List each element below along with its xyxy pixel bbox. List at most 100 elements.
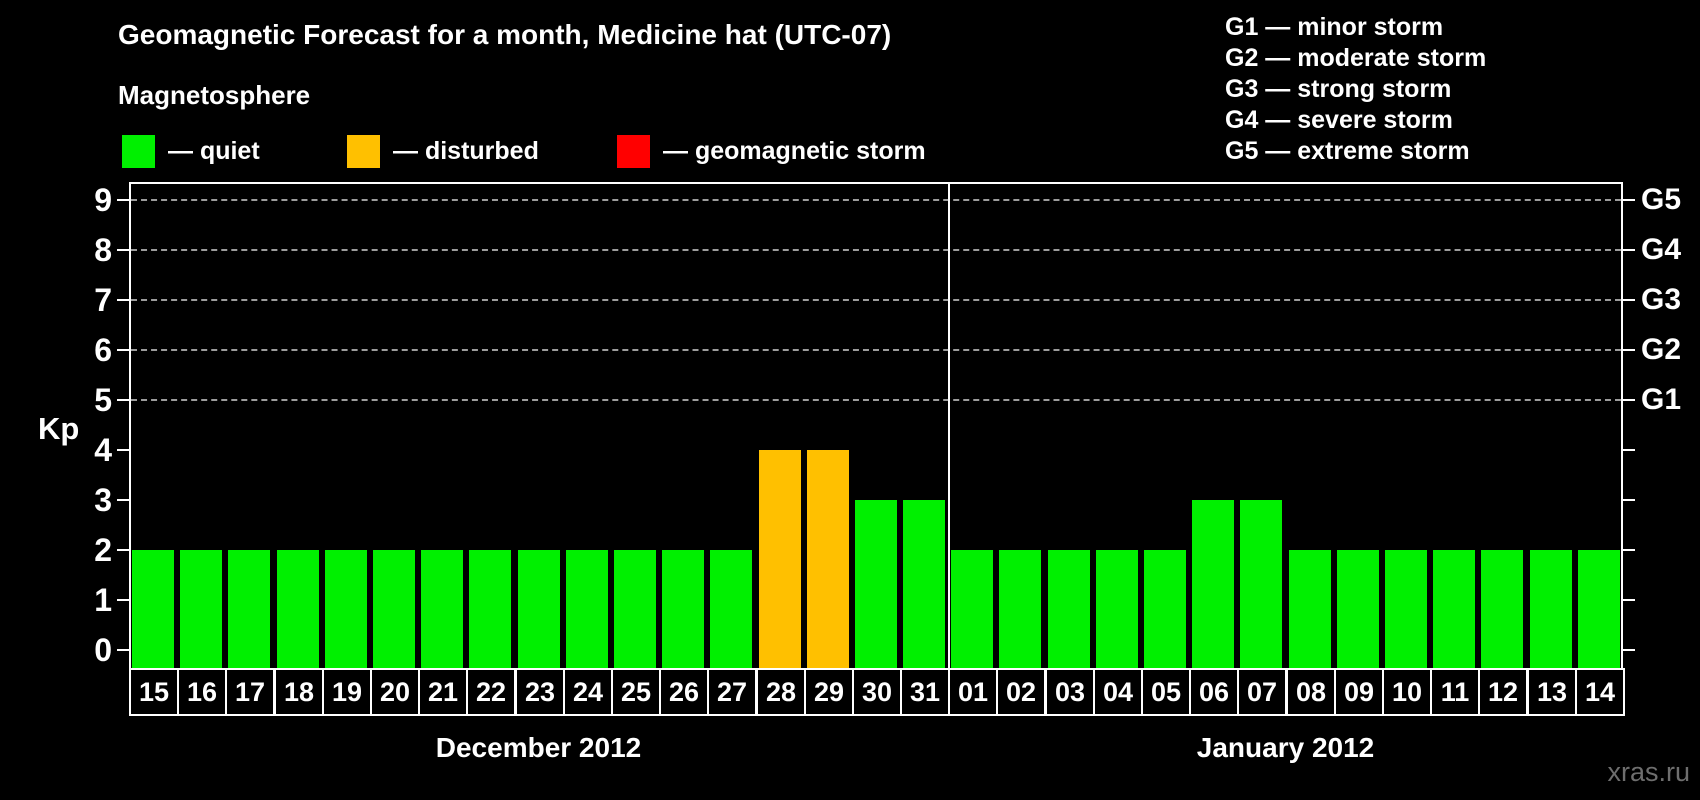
g-level-label-g2: G2 bbox=[1641, 333, 1682, 366]
y-tick-label-1: 1 bbox=[94, 582, 112, 618]
day-cell-26-m0: 26 bbox=[659, 668, 709, 716]
bar-day-04-m1 bbox=[1096, 550, 1138, 668]
storm-scale-line-g1: G1 — minor storm bbox=[1225, 13, 1444, 41]
bar-day-18-m0 bbox=[277, 550, 319, 668]
day-cell-19-m0: 19 bbox=[322, 668, 372, 716]
gridline-kp6 bbox=[131, 349, 1621, 351]
right-axis-tick-8 bbox=[1623, 249, 1635, 251]
bar-day-22-m0 bbox=[469, 550, 511, 668]
storm-scale-line-g3: G3 — strong storm bbox=[1225, 75, 1452, 103]
month-label-0: December 2012 bbox=[435, 732, 642, 763]
y-tick-8 bbox=[117, 249, 129, 251]
day-cell-10-m1: 10 bbox=[1382, 668, 1432, 716]
right-axis-tick-3 bbox=[1623, 499, 1635, 501]
plot-area bbox=[129, 182, 1623, 668]
y-tick-9 bbox=[117, 199, 129, 201]
y-tick-7 bbox=[117, 299, 129, 301]
y-tick-1 bbox=[117, 599, 129, 601]
day-cell-07-m1: 07 bbox=[1237, 668, 1287, 716]
chart-title: Geomagnetic Forecast for a month, Medici… bbox=[118, 19, 892, 50]
bar-day-16-m0 bbox=[180, 550, 222, 668]
right-axis-tick-5 bbox=[1623, 399, 1635, 401]
storm-scale-line-g2: G2 — moderate storm bbox=[1225, 44, 1487, 72]
y-tick-label-8: 8 bbox=[94, 232, 112, 268]
day-cell-11-m1: 11 bbox=[1430, 668, 1480, 716]
month-separator bbox=[948, 184, 950, 668]
bar-day-21-m0 bbox=[421, 550, 463, 668]
bar-day-12-m1 bbox=[1481, 550, 1523, 668]
legend-swatch-quiet-icon bbox=[122, 135, 155, 168]
right-axis-tick-6 bbox=[1623, 349, 1635, 351]
gridline-kp5 bbox=[131, 399, 1621, 401]
bar-day-06-m1 bbox=[1192, 500, 1234, 668]
y-tick-label-7: 7 bbox=[94, 282, 112, 318]
bar-day-11-m1 bbox=[1433, 550, 1475, 668]
right-axis-tick-1 bbox=[1623, 599, 1635, 601]
day-cell-04-m1: 04 bbox=[1093, 668, 1143, 716]
y-tick-label-9: 9 bbox=[94, 182, 112, 218]
bar-day-08-m1 bbox=[1289, 550, 1331, 668]
y-tick-0 bbox=[117, 649, 129, 651]
gridline-kp8 bbox=[131, 249, 1621, 251]
bar-day-07-m1 bbox=[1240, 500, 1282, 668]
day-cell-27-m0: 27 bbox=[707, 668, 757, 716]
y-axis-label: Kp bbox=[38, 411, 80, 446]
day-cell-01-m1: 01 bbox=[948, 668, 998, 716]
month-label-1: January 2012 bbox=[1196, 732, 1375, 763]
y-tick-4 bbox=[117, 449, 129, 451]
y-tick-label-2: 2 bbox=[94, 532, 112, 568]
day-cell-21-m0: 21 bbox=[418, 668, 468, 716]
bar-day-27-m0 bbox=[710, 550, 752, 668]
day-cell-25-m0: 25 bbox=[611, 668, 661, 716]
legend-label-quiet: — quiet bbox=[168, 137, 260, 165]
bar-day-26-m0 bbox=[662, 550, 704, 668]
right-axis-tick-0 bbox=[1623, 649, 1635, 651]
day-cell-28-m0: 28 bbox=[756, 668, 806, 716]
day-cell-15-m0: 15 bbox=[129, 668, 179, 716]
day-cell-09-m1: 09 bbox=[1334, 668, 1384, 716]
storm-scale-line-g4: G4 — severe storm bbox=[1225, 106, 1453, 134]
day-cell-03-m1: 03 bbox=[1045, 668, 1095, 716]
day-cell-22-m0: 22 bbox=[466, 668, 516, 716]
bar-day-10-m1 bbox=[1385, 550, 1427, 668]
day-cell-13-m1: 13 bbox=[1527, 668, 1577, 716]
storm-scale-line-g5: G5 — extreme storm bbox=[1225, 137, 1470, 165]
day-cell-16-m0: 16 bbox=[177, 668, 227, 716]
y-tick-label-4: 4 bbox=[94, 432, 112, 468]
day-cell-02-m1: 02 bbox=[996, 668, 1046, 716]
y-tick-label-6: 6 bbox=[94, 332, 112, 368]
bar-day-13-m1 bbox=[1530, 550, 1572, 668]
bar-day-25-m0 bbox=[614, 550, 656, 668]
bar-day-30-m0 bbox=[855, 500, 897, 668]
y-tick-5 bbox=[117, 399, 129, 401]
right-axis-tick-2 bbox=[1623, 549, 1635, 551]
right-axis-tick-7 bbox=[1623, 299, 1635, 301]
bar-day-02-m1 bbox=[999, 550, 1041, 668]
g-level-label-g3: G3 bbox=[1641, 283, 1682, 316]
g-level-label-g4: G4 bbox=[1641, 233, 1682, 266]
legend-label-disturbed: — disturbed bbox=[393, 137, 539, 165]
day-cell-30-m0: 30 bbox=[852, 668, 902, 716]
gridline-kp9 bbox=[131, 199, 1621, 201]
legend-swatch-storm-icon bbox=[617, 135, 650, 168]
y-tick-3 bbox=[117, 499, 129, 501]
y-tick-2 bbox=[117, 549, 129, 551]
bar-day-28-m0 bbox=[759, 450, 801, 668]
bar-day-14-m1 bbox=[1578, 550, 1620, 668]
bar-day-29-m0 bbox=[807, 450, 849, 668]
legend-swatch-disturbed-icon bbox=[347, 135, 380, 168]
bar-day-20-m0 bbox=[373, 550, 415, 668]
day-cell-06-m1: 06 bbox=[1189, 668, 1239, 716]
bar-day-01-m1 bbox=[951, 550, 993, 668]
bar-day-23-m0 bbox=[518, 550, 560, 668]
bar-day-17-m0 bbox=[228, 550, 270, 668]
day-cell-12-m1: 12 bbox=[1478, 668, 1528, 716]
day-cell-29-m0: 29 bbox=[804, 668, 854, 716]
storm-scale-legend: G1 — minor storm G2 — moderate storm G3 … bbox=[1225, 12, 1486, 167]
day-cell-18-m0: 18 bbox=[274, 668, 324, 716]
bar-day-15-m0 bbox=[132, 550, 174, 668]
gridline-kp7 bbox=[131, 299, 1621, 301]
watermark: xras.ru bbox=[1607, 757, 1690, 787]
day-cell-31-m0: 31 bbox=[900, 668, 950, 716]
